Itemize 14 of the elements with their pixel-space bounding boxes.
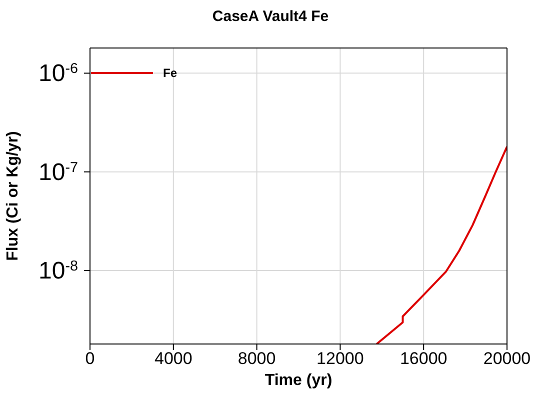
y-tick-label: 10$^{-6}$ <box>38 60 78 88</box>
text: Fe <box>163 66 178 80</box>
x-tick-label: 12000 <box>316 349 364 368</box>
x-tick-label: 8000 <box>238 349 276 368</box>
y-tick-label: 10$^{-7}$ <box>38 158 78 186</box>
chart-title: CaseA Vault4 Fe <box>211 7 330 27</box>
x-tick-label: 20000 <box>483 349 531 368</box>
x-tick-label: 4000 <box>154 349 192 368</box>
y-tick-label: 10$^{-8}$ <box>38 258 78 285</box>
x-tick-label: 0 <box>85 349 95 368</box>
y-axis-title: Flux (Ci or Kg/yr) <box>4 131 22 261</box>
x-tick-label: 16000 <box>400 349 448 368</box>
x-axis-title: Time (yr) <box>264 372 332 389</box>
line-series <box>376 146 507 344</box>
